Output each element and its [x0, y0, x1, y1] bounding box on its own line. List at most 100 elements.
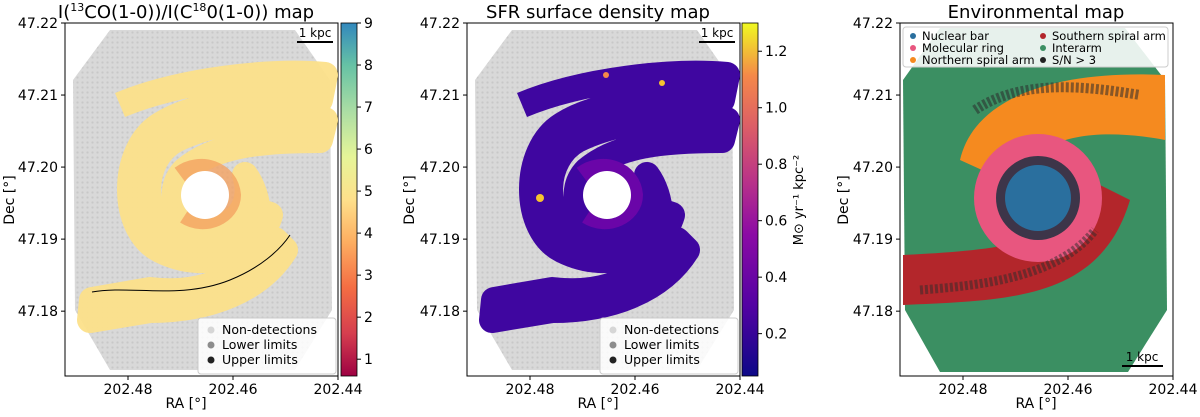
- legend-entry: Molecular ring: [922, 41, 1004, 55]
- legend-entry: Upper limits: [624, 352, 700, 367]
- y-tick-label: 47.22: [420, 16, 460, 32]
- panel3-detections: [972, 82, 1141, 115]
- legend-entry: Upper limits: [222, 352, 298, 367]
- colorbar-tick-label: 0.8: [765, 157, 787, 173]
- legend-marker: [207, 326, 215, 334]
- panel2-ylabel: Dec [°]: [402, 175, 418, 224]
- y-tick-label: 47.20: [420, 160, 460, 176]
- panel2-colorbar: [741, 22, 759, 377]
- y-tick-label: 47.21: [420, 88, 460, 104]
- panel1-axes: 202.48 202.46 202.44 47.22 47.21 47.20 47.19 47…: [18, 16, 363, 398]
- y-tick-label: 47.19: [853, 232, 893, 248]
- legend-entry: Lower limits: [624, 337, 699, 352]
- legend-entry: Non-detections: [222, 322, 317, 337]
- x-tick-label: 202.44: [716, 382, 765, 398]
- panel1-scalebar-label: 1 kpc: [299, 26, 332, 40]
- panel2-colorbar-ticks: 0.2 0.4 0.6 0.8 1.0 1.2: [758, 44, 787, 343]
- panel1-ylabel: Dec [°]: [2, 175, 18, 224]
- panel2-scalebar-label: 1 kpc: [701, 26, 734, 40]
- legend-marker: [207, 356, 215, 364]
- y-tick-label: 47.22: [853, 16, 893, 32]
- panel2-xlabel: RA [°]: [577, 396, 618, 412]
- y-tick-label: 47.18: [420, 304, 460, 320]
- panel3-nuclear-bar-region: [1005, 165, 1071, 231]
- y-tick-label: 47.21: [18, 88, 58, 104]
- legend-marker: [910, 45, 916, 51]
- panel2-axes: 202.48 202.46 202.44 47.22 47.21 47.20 47.19 47…: [420, 16, 765, 398]
- y-tick-label: 47.18: [18, 304, 58, 320]
- panel3-scalebar-label: 1 kpc: [1126, 350, 1159, 364]
- legend-entry: Nuclear bar: [922, 29, 989, 43]
- x-tick-label: 202.46: [611, 382, 660, 398]
- y-tick-label: 47.18: [853, 304, 893, 320]
- colorbar-tick-label: 9: [364, 16, 373, 32]
- y-tick-label: 47.19: [420, 232, 460, 248]
- panel2-colorbar-label: M⊙ yr⁻¹ kpc⁻²: [792, 155, 807, 246]
- panel2-central-hole: [583, 171, 631, 219]
- panel2-hotspot: [603, 72, 609, 78]
- colorbar-tick-label: 1: [364, 352, 373, 368]
- legend-marker: [609, 326, 617, 334]
- panel1-scalebar: 1 kpc: [297, 26, 333, 43]
- panel-environment-map: Environmental map Nuclear bar Molecular …: [836, 2, 1198, 412]
- panel3-axes: 202.48 202.46 202.44 47.22 47.21 47.20 47.19 47…: [853, 16, 1198, 398]
- panel3-title: Environmental map: [948, 2, 1125, 23]
- legend-marker: [1040, 33, 1046, 39]
- colorbar-tick-label: 1.0: [765, 101, 787, 117]
- panel1-xlabel: RA [°]: [165, 396, 206, 412]
- panel3-legend: Nuclear bar Molecular ring Northern spir…: [902, 26, 1169, 68]
- x-tick-label: 202.46: [1044, 382, 1093, 398]
- panel2-spiral-emission: [479, 60, 740, 333]
- panel3-xlabel: RA [°]: [1015, 396, 1056, 412]
- y-tick-label: 47.22: [18, 16, 58, 32]
- panel3-ylabel: Dec [°]: [836, 175, 852, 224]
- legend-entry: Lower limits: [222, 337, 297, 352]
- colorbar-tick-label: 6: [364, 142, 373, 158]
- legend-marker: [1040, 57, 1046, 63]
- legend-entry: Northern spiral arm: [922, 53, 1035, 67]
- panel1-spiral-emission: [77, 60, 338, 333]
- x-tick-label: 202.48: [104, 382, 153, 398]
- panel1-inner-ring: [174, 158, 242, 230]
- x-tick-label: 202.44: [1149, 382, 1198, 398]
- colorbar-tick-label: 5: [364, 184, 373, 200]
- x-tick-label: 202.48: [506, 382, 555, 398]
- legend-marker: [609, 356, 617, 364]
- x-tick-label: 202.48: [939, 382, 988, 398]
- legend-marker: [609, 341, 617, 349]
- panel-sfr-map: SFR surface density map 1 kpc Non-detect…: [402, 2, 807, 412]
- panel3-detections: [919, 227, 1099, 295]
- colorbar-tick-label: 8: [364, 58, 373, 74]
- legend-entry: S/N > 3: [1052, 53, 1096, 67]
- panel1-colorbar-ticks: 1 2 3 4 5 6 7 8 9: [357, 16, 373, 368]
- legend-marker: [910, 57, 916, 63]
- panel3-scalebar: 1 kpc: [1122, 350, 1163, 367]
- panel2-legend: Non-detections Lower limits Upper limits: [599, 317, 739, 375]
- colorbar-tick-label: 7: [364, 100, 373, 116]
- colorbar-tick-label: 2: [364, 310, 373, 326]
- legend-entry: Southern spiral arm: [1052, 29, 1166, 43]
- legend-marker: [910, 33, 916, 39]
- legend-marker: [1040, 45, 1046, 51]
- legend-entry: Interarm: [1052, 41, 1102, 55]
- panel1-title: I(13CO(1-0))/I(C180(1-0)) map: [58, 1, 314, 23]
- panel2-inner-ring: [576, 158, 644, 230]
- colorbar-tick-label: 0.6: [765, 214, 787, 230]
- panel1-legend: Non-detections Lower limits Upper limits: [197, 317, 337, 375]
- panel2-title: SFR surface density map: [486, 2, 710, 23]
- y-tick-label: 47.20: [853, 160, 893, 176]
- x-tick-label: 202.44: [314, 382, 363, 398]
- colorbar-tick-label: 0.2: [765, 327, 787, 343]
- x-tick-label: 202.46: [209, 382, 258, 398]
- colorbar-tick-label: 0.4: [765, 270, 787, 286]
- colorbar-tick-label: 3: [364, 268, 373, 284]
- y-tick-label: 47.19: [18, 232, 58, 248]
- panel2-scalebar: 1 kpc: [699, 26, 735, 43]
- panel2-hotspot: [659, 80, 665, 86]
- colorbar-tick-label: 1.2: [765, 44, 787, 60]
- panel1-central-hole: [181, 171, 229, 219]
- colorbar-tick-label: 4: [364, 226, 373, 242]
- y-tick-label: 47.21: [853, 88, 893, 104]
- panel-ratio-map: I(13CO(1-0))/I(C180(1-0)) map 1 kpc Non-…: [2, 1, 373, 412]
- legend-entry: Non-detections: [624, 322, 719, 337]
